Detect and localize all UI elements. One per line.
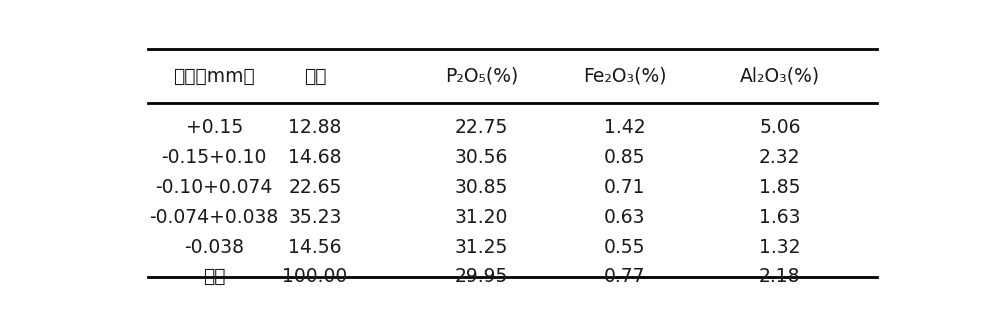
Text: +0.15: +0.15 [186, 118, 243, 137]
Text: 产率: 产率 [304, 66, 326, 86]
Text: Al₂O₃(%): Al₂O₃(%) [740, 66, 820, 86]
Text: 30.56: 30.56 [455, 148, 508, 167]
Text: 29.95: 29.95 [455, 267, 508, 287]
Text: 22.75: 22.75 [455, 118, 508, 137]
Text: Fe₂O₃(%): Fe₂O₃(%) [583, 66, 667, 86]
Text: 2.18: 2.18 [759, 267, 801, 287]
Text: 2.32: 2.32 [759, 148, 801, 167]
Text: 14.68: 14.68 [288, 148, 342, 167]
Text: 5.06: 5.06 [759, 118, 801, 137]
Text: -0.10+0.074: -0.10+0.074 [155, 178, 273, 197]
Text: P₂O₅(%): P₂O₅(%) [445, 66, 518, 86]
Text: 12.88: 12.88 [288, 118, 342, 137]
Text: 0.71: 0.71 [604, 178, 646, 197]
Text: -0.038: -0.038 [184, 238, 244, 257]
Text: -0.074+0.038: -0.074+0.038 [150, 208, 279, 227]
Text: 1.32: 1.32 [759, 238, 801, 257]
Text: 22.65: 22.65 [288, 178, 342, 197]
Text: 31.25: 31.25 [455, 238, 508, 257]
Text: 1.85: 1.85 [759, 178, 801, 197]
Text: 0.63: 0.63 [604, 208, 646, 227]
Text: 35.23: 35.23 [288, 208, 342, 227]
Text: 14.56: 14.56 [288, 238, 342, 257]
Text: 31.20: 31.20 [455, 208, 508, 227]
Text: 0.77: 0.77 [604, 267, 646, 287]
Text: 100.00: 100.00 [282, 267, 348, 287]
Text: 1.42: 1.42 [604, 118, 646, 137]
Text: 0.85: 0.85 [604, 148, 646, 167]
Text: 0.55: 0.55 [604, 238, 646, 257]
Text: 1.63: 1.63 [759, 208, 801, 227]
Text: 粒度（mm）: 粒度（mm） [173, 66, 255, 86]
Text: 合计: 合计 [203, 267, 225, 287]
Text: 30.85: 30.85 [455, 178, 508, 197]
Text: -0.15+0.10: -0.15+0.10 [161, 148, 267, 167]
